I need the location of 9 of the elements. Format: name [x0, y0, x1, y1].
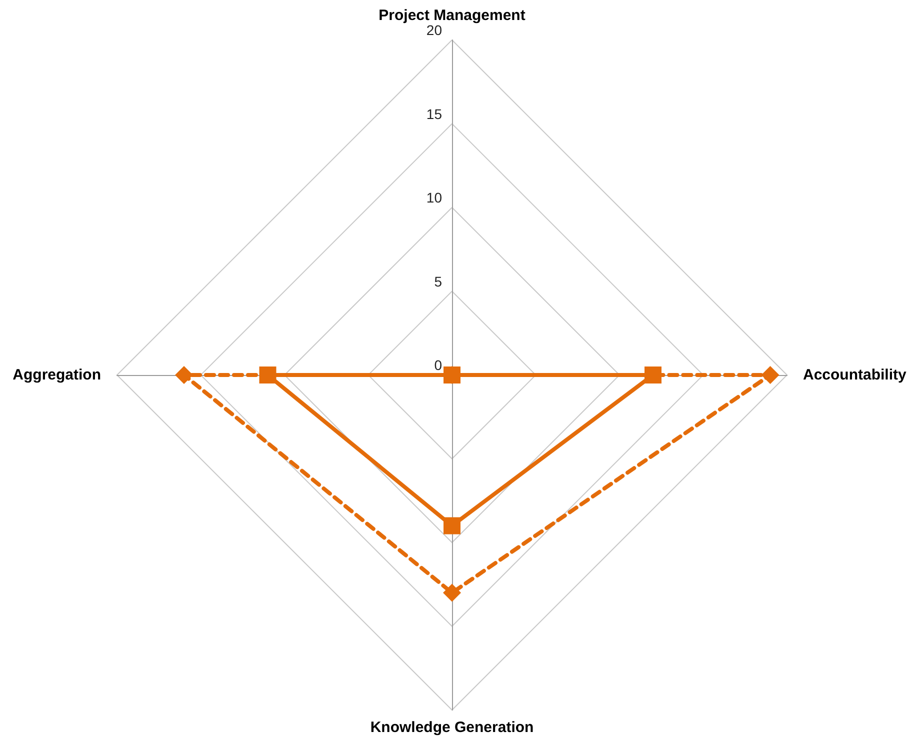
y-tick-label: 20 — [426, 22, 442, 38]
y-tick-label: 15 — [426, 106, 442, 122]
spoke-label: Project Management — [378, 7, 526, 24]
spoke-label: Aggregation — [12, 366, 101, 384]
spoke-label: Knowledge Generation — [370, 719, 534, 736]
y-tick-label: 0 — [434, 357, 442, 373]
spoke-label: Accountability — [803, 366, 907, 384]
y-tick-label: 5 — [434, 273, 442, 290]
y-tick-label: 10 — [426, 190, 442, 206]
